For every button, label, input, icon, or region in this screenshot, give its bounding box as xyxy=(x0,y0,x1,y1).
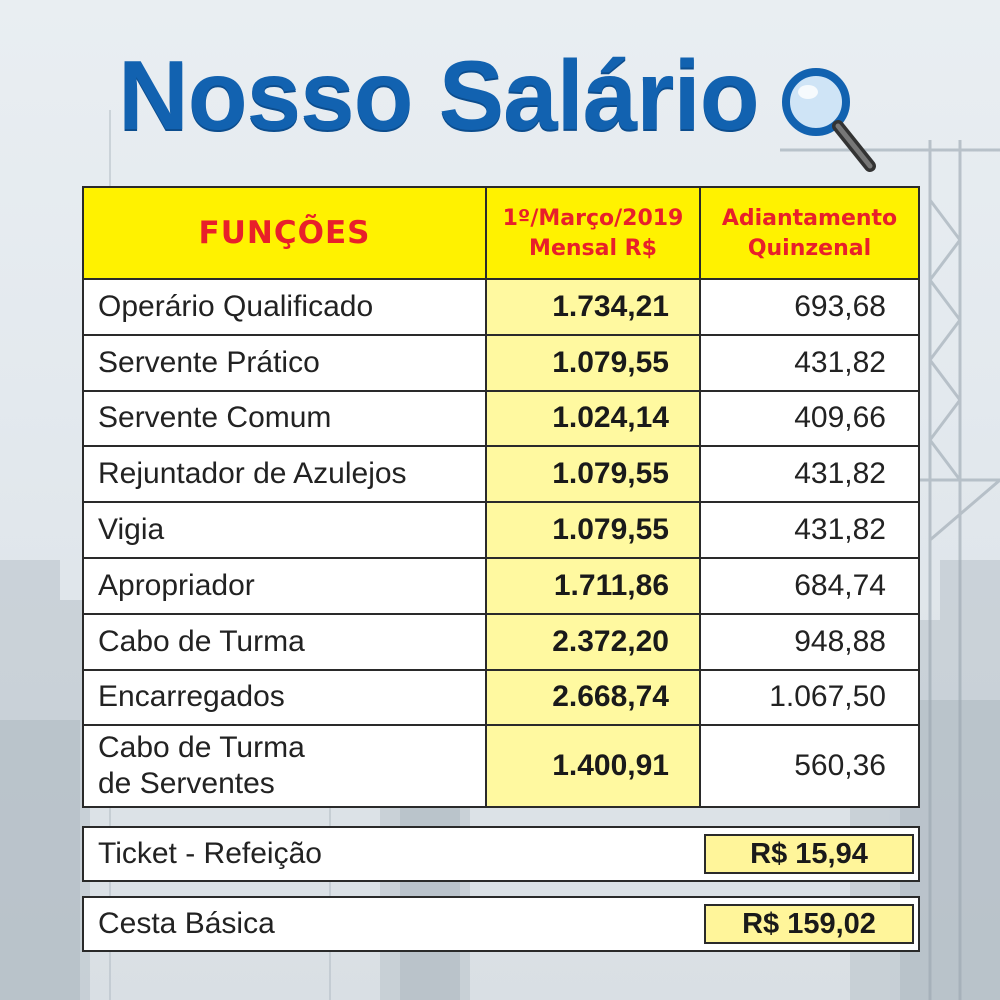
quinzenal-value: 948,88 xyxy=(794,624,886,658)
mensal-value: 1.079,55 xyxy=(552,457,669,491)
mensal-cell: 1.079,55 xyxy=(487,335,701,390)
mensal-cell: 1.079,55 xyxy=(487,447,701,502)
quinzenal-value: 431,82 xyxy=(794,345,886,379)
mensal-value: 2.372,20 xyxy=(552,624,669,658)
table-header: FUNÇÕES 1º/Março/2019 Mensal R$ Adiantam… xyxy=(84,188,918,280)
ticket-refeicao-box: Ticket - Refeição R$ 15,94 xyxy=(82,826,920,882)
quinzenal-cell: 693,68 xyxy=(701,280,918,334)
quinzenal-value: 560,36 xyxy=(794,749,886,783)
quinzenal-cell: 560,36 xyxy=(701,726,918,806)
ticket-label: Ticket - Refeição xyxy=(98,837,322,870)
mensal-cell: 1.024,14 xyxy=(487,391,701,446)
mensal-value: 1.079,55 xyxy=(552,513,669,547)
cesta-label: Cesta Básica xyxy=(98,907,275,940)
quinzenal-cell: 431,82 xyxy=(701,336,918,390)
quinzenal-cell: 684,74 xyxy=(701,559,918,613)
quinzenal-cell: 431,82 xyxy=(701,503,918,557)
mensal-cell: 1.734,21 xyxy=(487,280,701,334)
mensal-cell: 2.372,20 xyxy=(487,614,701,669)
table-row: Encarregados 2.668,74 1.067,50 xyxy=(84,670,918,727)
table-row: Servente Comum 1.024,14 409,66 xyxy=(84,391,918,448)
quinzenal-value: 409,66 xyxy=(794,401,886,435)
quinzenal-value: 684,74 xyxy=(794,568,886,602)
header-mensal-line1: 1º/Março/2019 xyxy=(502,206,684,231)
quinzenal-value: 1.067,50 xyxy=(769,680,886,714)
funcao-cell: Vigia xyxy=(84,503,487,557)
funcao-cell: Cabo de Turma de Serventes xyxy=(84,726,487,807)
funcao-cell: Cabo de Turma xyxy=(84,614,487,669)
cesta-value: R$ 159,02 xyxy=(704,904,914,944)
magnifier-icon xyxy=(782,68,876,172)
mensal-value: 1.024,14 xyxy=(552,401,669,435)
quinzenal-cell: 431,82 xyxy=(701,447,918,501)
funcao-cell: Servente Prático xyxy=(84,335,487,390)
quinzenal-cell: 1.067,50 xyxy=(701,671,918,725)
mensal-cell: 1.079,55 xyxy=(487,503,701,557)
header-adiant-line1: Adiantamento xyxy=(721,206,898,231)
quinzenal-value: 431,82 xyxy=(794,457,886,491)
table-row: Operário Qualificado 1.734,21 693,68 xyxy=(84,280,918,336)
mensal-cell: 1.711,86 xyxy=(487,558,701,613)
table-row: Apropriador 1.711,86 684,74 xyxy=(84,558,918,615)
header-funcoes: FUNÇÕES xyxy=(84,188,487,278)
mensal-value: 1.734,21 xyxy=(552,289,669,323)
table-row: Vigia 1.079,55 431,82 xyxy=(84,503,918,559)
funcao-line2: de Serventes xyxy=(98,767,275,801)
funcao-cell: Servente Comum xyxy=(84,391,487,446)
mensal-value: 1.400,91 xyxy=(552,749,669,783)
cesta-basica-box: Cesta Básica R$ 159,02 xyxy=(82,896,920,952)
salary-table: FUNÇÕES 1º/Março/2019 Mensal R$ Adiantam… xyxy=(82,186,920,809)
mensal-value: 1.079,55 xyxy=(552,345,669,379)
header-adiantamento: Adiantamento Quinzenal xyxy=(701,188,918,278)
funcao-line1: Cabo de Turma xyxy=(98,731,305,765)
quinzenal-value: 693,68 xyxy=(794,289,886,323)
quinzenal-cell: 948,88 xyxy=(701,615,918,669)
header-adiant-line2: Quinzenal xyxy=(747,236,872,261)
funcao-cell: Apropriador xyxy=(84,558,487,613)
quinzenal-cell: 409,66 xyxy=(701,392,918,446)
table-row: Rejuntador de Azulejos 1.079,55 431,82 xyxy=(84,447,918,504)
table-row: Servente Prático 1.079,55 431,82 xyxy=(84,335,918,392)
mensal-cell: 2.668,74 xyxy=(487,670,701,725)
page-title: Nosso Salário xyxy=(118,40,760,150)
table-row: Cabo de Turma de Serventes 1.400,91 560,… xyxy=(84,726,918,807)
funcao-cell: Encarregados xyxy=(84,670,487,725)
header-mensal-line2: Mensal R$ xyxy=(529,236,657,261)
funcao-cell: Rejuntador de Azulejos xyxy=(84,447,487,502)
funcao-cell: Operário Qualificado xyxy=(84,280,487,334)
header-mensal: 1º/Março/2019 Mensal R$ xyxy=(487,188,701,278)
table-row: Cabo de Turma 2.372,20 948,88 xyxy=(84,614,918,671)
mensal-value: 2.668,74 xyxy=(552,680,669,714)
mensal-value: 1.711,86 xyxy=(553,568,669,602)
ticket-value: R$ 15,94 xyxy=(704,834,914,874)
quinzenal-value: 431,82 xyxy=(794,513,886,547)
mensal-cell: 1.400,91 xyxy=(487,726,701,807)
